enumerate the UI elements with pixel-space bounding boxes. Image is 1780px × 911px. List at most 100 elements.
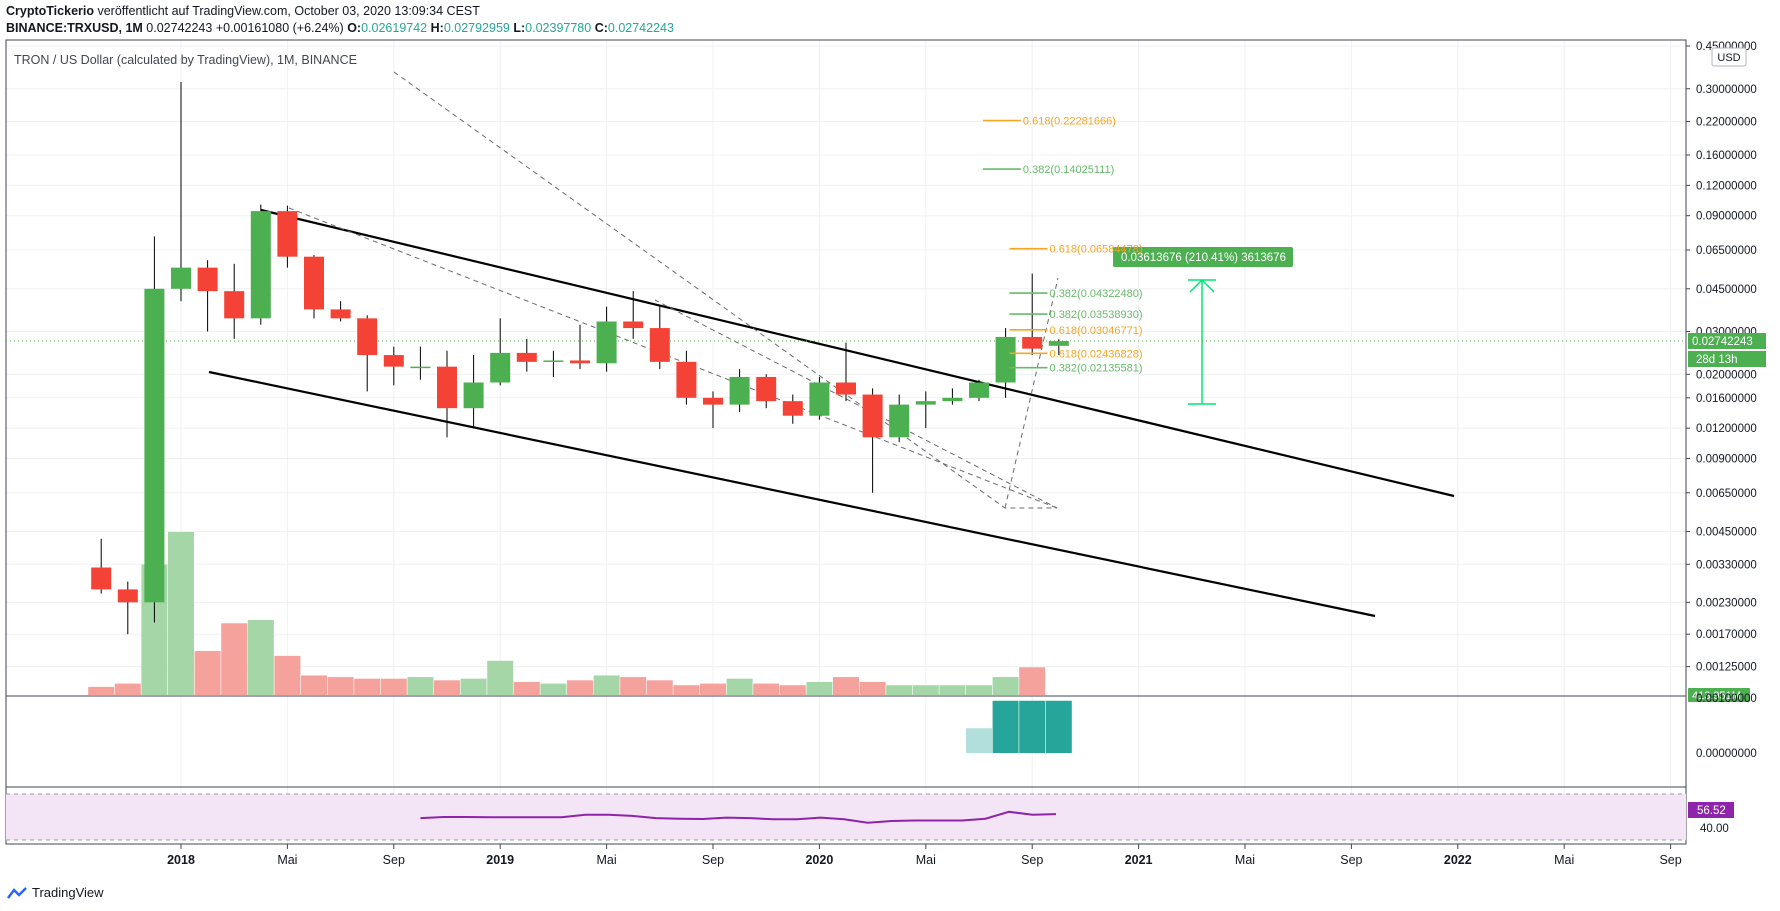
time-tick-label: Sep — [1340, 853, 1362, 867]
volume-bar — [327, 677, 354, 695]
tradingview-footer: TradingView — [6, 885, 104, 900]
fib-label: 0.382(0.14025111) — [1023, 164, 1114, 176]
volume-bar — [726, 678, 753, 695]
candle — [463, 355, 484, 429]
candle-body — [836, 382, 856, 395]
rsi-pane: 56.52 40.00 — [6, 793, 1734, 841]
candle — [197, 260, 218, 332]
currency-box: USD — [1711, 47, 1747, 67]
volume-badge: 413.951M — [1688, 688, 1750, 702]
candle — [676, 350, 697, 405]
price-tick-label: 0.00230000 — [1696, 597, 1757, 609]
price-tick-label: 0.09000000 — [1696, 211, 1757, 223]
volume-bar — [992, 677, 1019, 695]
candle-body — [277, 211, 298, 257]
price-tick-label: 0.01200000 — [1696, 423, 1757, 435]
volume-bar — [301, 675, 327, 695]
price-axis[interactable]: 0.450000000.300000000.220000000.16000000… — [1686, 41, 1766, 674]
volume-bar — [88, 686, 115, 695]
candles — [91, 81, 1069, 635]
price-tick-label: 0.01600000 — [1696, 393, 1757, 405]
price-tick-label: 0.00170000 — [1696, 629, 1757, 641]
candle — [623, 291, 644, 339]
last-price-badge — [1688, 333, 1766, 350]
dashed-triangle — [393, 71, 1058, 509]
volume-bar — [114, 683, 141, 695]
symbol-label: BINANCE:TRXUSD, 1M — [6, 21, 143, 35]
candle — [649, 306, 670, 370]
candle — [330, 301, 351, 322]
high-label: H: — [430, 21, 444, 35]
volume-bar — [673, 685, 700, 695]
price-change: +0.00161080 (+6.24%) — [215, 21, 344, 35]
candle-body — [809, 382, 830, 416]
time-axis[interactable]: 2018 Mai Sep 2019 Mai Sep 2020 Mai Sep 2021 Mai Sep… — [167, 844, 1682, 867]
candle — [117, 581, 138, 635]
drawings: 0.03613676 (210.41%) 3613676 — [6, 71, 1686, 618]
price-tick-label: 0.30000000 — [1696, 84, 1757, 96]
candle-body — [171, 267, 191, 289]
rsi-line — [420, 810, 1057, 824]
candle — [1048, 339, 1069, 356]
volume-bar — [407, 677, 434, 695]
candle — [596, 306, 617, 372]
candle-body — [224, 291, 245, 319]
open-value: 0.02619742 — [361, 21, 428, 35]
publish-line: CryptoTickerio veröffentlicht auf Tradin… — [6, 4, 480, 18]
volume-bar — [168, 532, 194, 695]
osc-bar — [1045, 700, 1072, 753]
time-tick-label: Sep — [1659, 853, 1681, 867]
candle-body — [995, 336, 1016, 383]
volume-bars: 413.951M — [88, 532, 1750, 702]
candle-body — [570, 360, 590, 364]
candle — [969, 379, 989, 402]
candle — [410, 346, 431, 380]
low-label: L: — [513, 21, 526, 35]
candle — [91, 538, 112, 594]
candle — [543, 350, 564, 377]
chart-frame — [5, 39, 1687, 845]
countdown-label: 28d 13h — [1696, 354, 1738, 366]
candle — [277, 205, 298, 268]
fib-levels: 0.618(0.22281666) 0.382(0.14025111) 0.618(… — [982, 115, 1143, 375]
volume-bar — [859, 681, 886, 695]
time-tick-label: Sep — [383, 853, 405, 867]
last-price-badge-label: 0.02742243 — [1692, 336, 1753, 348]
price-tick-label: 0.16000000 — [1696, 150, 1757, 162]
time-tick-label: 2020 — [805, 853, 833, 867]
candle-body — [782, 401, 803, 416]
price-tick-label: 0.04500000 — [1696, 284, 1757, 296]
volume-bar — [912, 685, 939, 695]
volume-bar — [779, 685, 806, 695]
candle-body — [144, 288, 165, 603]
candle-body — [304, 256, 324, 310]
high-value: 0.02792959 — [443, 21, 510, 35]
time-tick-label: Mai — [1554, 853, 1574, 867]
candle-body — [703, 397, 723, 405]
grid — [6, 40, 1686, 844]
ohlc-line: BINANCE:TRXUSD, 1M 0.02742243 +0.0016108… — [6, 21, 674, 35]
fib-label: 0.618(0.02436828) — [1050, 348, 1143, 360]
price-tick-label: 0.12000000 — [1696, 180, 1757, 192]
price-tick-label: 0.06500000 — [1696, 245, 1757, 257]
candle-body — [676, 361, 697, 398]
chart-title: TRON / US Dollar (calculated by TradingV… — [14, 53, 357, 67]
candle-body — [596, 321, 617, 364]
candle-body — [490, 352, 511, 383]
candle — [703, 391, 723, 429]
rsi-level-label: 40.00 — [1700, 823, 1729, 835]
rsi-value-badge — [1688, 802, 1734, 818]
volume-bar — [753, 683, 780, 695]
time-tick-label: 2021 — [1125, 853, 1153, 867]
candle-body — [516, 352, 537, 362]
dashed-rise — [1004, 277, 1059, 509]
volume-bar — [966, 685, 992, 695]
candle — [570, 324, 590, 370]
candle — [357, 315, 378, 392]
countdown-badge — [1688, 351, 1766, 368]
candle-body — [463, 382, 484, 409]
tradingview-logo-icon — [7, 886, 27, 899]
candle — [862, 388, 883, 493]
candle — [942, 388, 963, 405]
